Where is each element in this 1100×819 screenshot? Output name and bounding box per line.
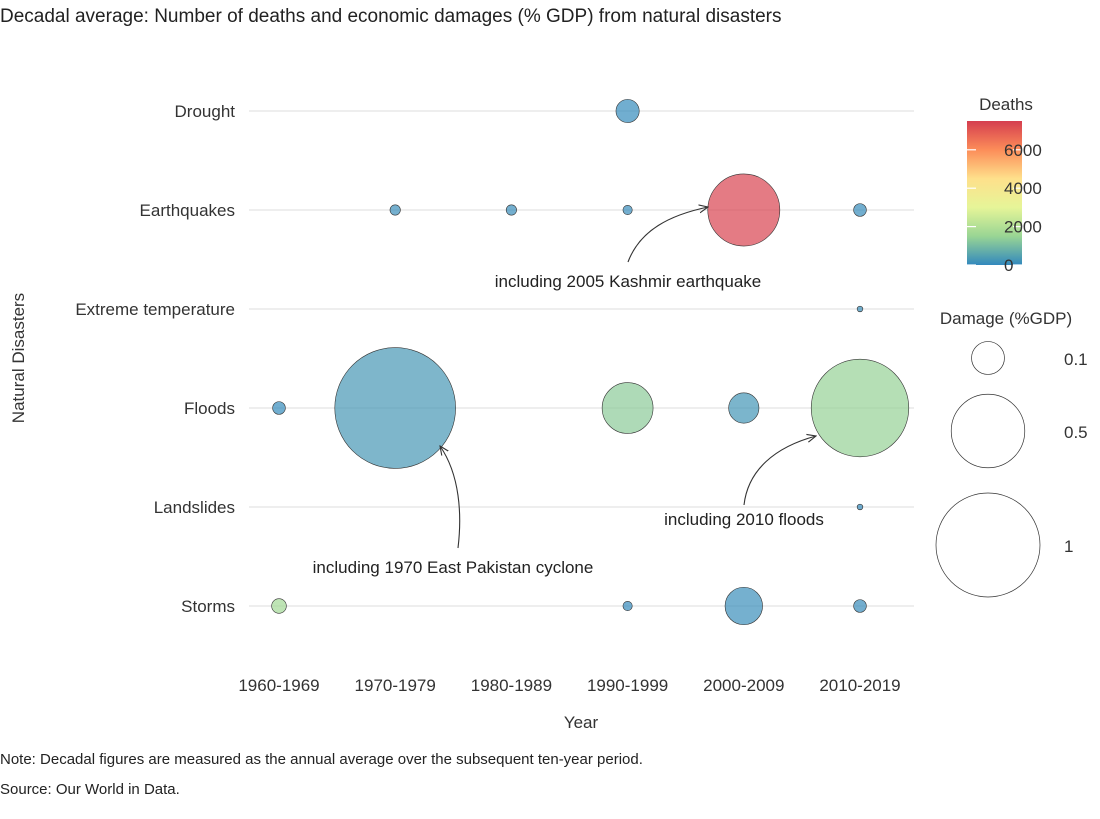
y-tick-label: Extreme temperature [75, 300, 235, 319]
size-legend-label: 0.5 [1064, 423, 1088, 442]
bubble-drought-1990-1999 [615, 99, 640, 123]
y-tick-label: Earthquakes [140, 201, 235, 220]
size-legend-title: Damage (%GDP) [940, 309, 1072, 328]
size-legend-label: 0.1 [1064, 350, 1088, 369]
bubbles [271, 99, 910, 626]
legend: Deaths 0 2000 4000 6000 Damage (%GDP) 0.1 0.5 1 [935, 95, 1088, 598]
annotations: including 2005 Kashmir earthquake includi… [313, 207, 824, 577]
bubble-floods-2010-2019 [810, 358, 910, 458]
size-legend-label: 1 [1064, 537, 1073, 556]
y-axis-title: Natural Disasters [9, 293, 28, 423]
color-legend-label: 2000 [1004, 218, 1042, 237]
bubble-storms-1960-1969 [271, 598, 287, 614]
gridlines [249, 110, 914, 607]
bubble-earthquakes-1990-1999 [622, 205, 633, 215]
color-legend-bar [967, 121, 1022, 265]
annotation-label: including 2005 Kashmir earthquake [495, 272, 762, 291]
annotation-arrow [440, 446, 461, 549]
x-tick-label: 1990-1999 [587, 676, 668, 695]
x-axis-title: Year [564, 713, 599, 732]
footnote: Note: Decadal figures are measured as th… [0, 751, 643, 768]
size-legend-circle [971, 341, 1005, 375]
x-tick-label: 1970-1979 [355, 676, 436, 695]
bubble-earthquakes-1970-1979 [389, 204, 401, 216]
annotation-arrow [743, 436, 816, 506]
y-tick-label: Drought [175, 102, 236, 121]
size-legend-circle [950, 393, 1026, 469]
y-tick-label: Landslides [154, 498, 235, 517]
bubble-earthquakes-2010-2019 [853, 203, 867, 217]
bubble-landslides-2010-2019 [856, 503, 864, 511]
bubble-floods-2000-2009 [728, 392, 760, 424]
source-note: Source: Our World in Data. [0, 781, 180, 798]
bubble-earthquakes-1980-1989 [505, 204, 517, 216]
x-tick-label: 2000-2009 [703, 676, 784, 695]
axes: Drought Earthquakes Extreme temperature Flo… [9, 102, 901, 732]
annotation-label: including 2010 floods [664, 510, 824, 529]
size-legend-circle [935, 492, 1041, 598]
bubble-extreme-temperature-2010-2019 [856, 305, 864, 313]
bubble-storms-1990-1999 [622, 601, 633, 611]
color-legend-label: 4000 [1004, 179, 1042, 198]
bubble-floods-1960-1969 [272, 401, 286, 415]
y-tick-label: Storms [181, 597, 235, 616]
x-tick-label: 2010-2019 [819, 676, 900, 695]
annotation-arrow [627, 207, 708, 263]
chart-title: Decadal average: Number of deaths and ec… [0, 6, 782, 27]
y-tick-label: Floods [184, 399, 235, 418]
color-legend-label: 6000 [1004, 141, 1042, 160]
x-tick-label: 1960-1969 [238, 676, 319, 695]
color-legend-label: 0 [1004, 256, 1013, 275]
color-legend-title: Deaths [979, 95, 1033, 114]
x-tick-label: 1980-1989 [471, 676, 552, 695]
bubble-storms-2000-2009 [724, 586, 763, 626]
bubble-floods-1990-1999 [601, 382, 654, 434]
bubble-floods-1970-1979 [334, 347, 456, 469]
annotation-label: including 1970 East Pakistan cyclone [313, 558, 594, 577]
bubble-storms-2010-2019 [853, 599, 867, 613]
bubble-earthquakes-2000-2009 [707, 173, 781, 247]
